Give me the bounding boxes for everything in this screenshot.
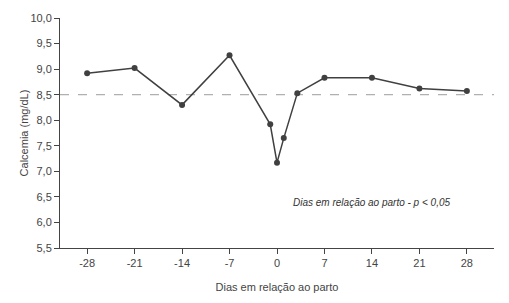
svg-text:0: 0 [274,257,280,269]
svg-text:21: 21 [413,257,425,269]
svg-text:8,0: 8,0 [37,114,52,126]
svg-text:28: 28 [461,257,473,269]
svg-text:7: 7 [321,257,327,269]
svg-text:Dias em relação ao parto - p <: Dias em relação ao parto - p < 0,05 [293,197,450,208]
svg-text:-21: -21 [127,257,143,269]
svg-text:7,0: 7,0 [37,165,52,177]
svg-text:14: 14 [366,257,378,269]
svg-text:6,5: 6,5 [37,191,52,203]
svg-text:6,0: 6,0 [37,216,52,228]
svg-text:9,0: 9,0 [37,63,52,75]
svg-text:Dias em relação ao parto: Dias em relação ao parto [216,281,339,293]
svg-text:10,0: 10,0 [30,12,51,24]
svg-text:Calcemia (mg/dL): Calcemia (mg/dL) [18,90,30,177]
svg-text:8,5: 8,5 [37,89,52,101]
svg-text:-28: -28 [79,257,95,269]
svg-text:7,5: 7,5 [37,140,52,152]
svg-text:-7: -7 [225,257,235,269]
svg-text:9,5: 9,5 [37,37,52,49]
svg-text:5,5: 5,5 [37,242,52,254]
svg-text:-14: -14 [174,257,190,269]
